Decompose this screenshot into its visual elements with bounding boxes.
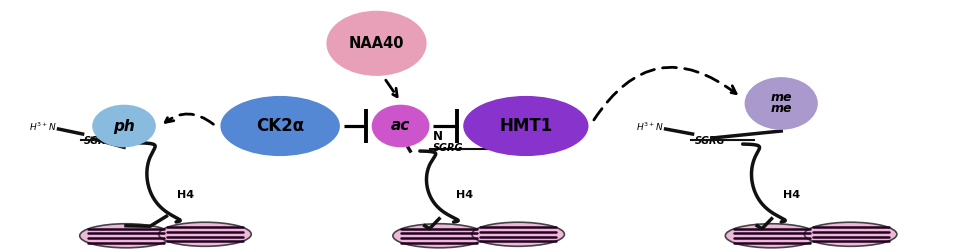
Ellipse shape — [372, 105, 429, 147]
Ellipse shape — [472, 222, 565, 246]
Text: HMT1: HMT1 — [499, 117, 553, 135]
Text: me: me — [770, 103, 792, 115]
Ellipse shape — [745, 77, 817, 130]
Text: $H^{3+}N$: $H^{3+}N$ — [29, 121, 57, 134]
Ellipse shape — [158, 222, 251, 246]
Ellipse shape — [220, 96, 340, 156]
Ellipse shape — [93, 105, 155, 147]
Ellipse shape — [463, 96, 589, 156]
Text: $H^{3+}N$: $H^{3+}N$ — [636, 121, 664, 134]
Ellipse shape — [726, 224, 817, 248]
Text: H4: H4 — [177, 190, 194, 200]
Text: ac: ac — [391, 118, 410, 134]
Text: me: me — [770, 91, 792, 104]
Text: H4: H4 — [455, 190, 473, 200]
Text: ph: ph — [113, 118, 135, 134]
Text: CK2α: CK2α — [256, 117, 304, 135]
Text: SGRG: SGRG — [84, 136, 114, 145]
Ellipse shape — [80, 224, 172, 248]
Ellipse shape — [326, 11, 427, 76]
Text: SGRG: SGRG — [432, 143, 463, 153]
Text: N: N — [432, 130, 442, 143]
Text: H4: H4 — [784, 190, 800, 200]
Ellipse shape — [805, 222, 896, 246]
Text: SGRG: SGRG — [695, 136, 725, 145]
Ellipse shape — [393, 224, 485, 248]
Text: NAA40: NAA40 — [348, 36, 404, 51]
